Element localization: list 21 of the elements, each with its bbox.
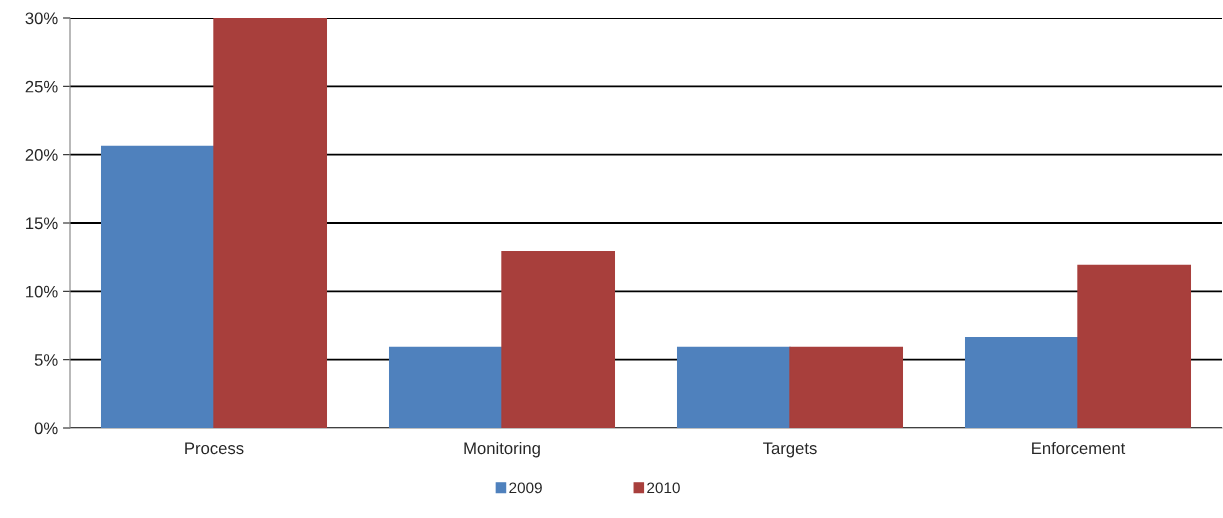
y-tick-label: 20%: [25, 149, 58, 161]
y-tick-label: 15%: [26, 217, 58, 230]
bar: [501, 251, 616, 428]
x-tick-label: Enforcement: [1032, 441, 1126, 455]
legend-label: 2009: [509, 482, 542, 494]
x-tick-label: Monitoring: [464, 441, 540, 458]
y-tick-label: 30%: [25, 12, 58, 25]
y-tick-label: 5%: [34, 354, 58, 366]
bar: [676, 346, 791, 428]
bar: [388, 346, 503, 428]
y-tick-label: 10%: [26, 285, 58, 298]
legend-label: 2010: [647, 482, 680, 494]
bar: [964, 337, 1079, 428]
y-tick-label: 25%: [25, 80, 58, 93]
bar: [100, 145, 215, 428]
bar: [789, 346, 904, 428]
x-tick-label: Process: [185, 442, 244, 455]
bar: [213, 18, 328, 428]
bar: [1077, 264, 1192, 428]
x-tick-label: Targets: [763, 442, 817, 458]
y-tick-label: 0%: [34, 422, 58, 435]
